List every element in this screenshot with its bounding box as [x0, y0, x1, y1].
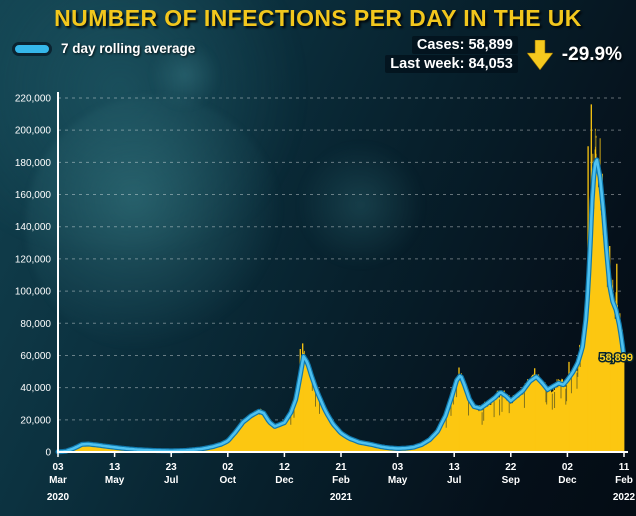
svg-text:02: 02: [222, 462, 234, 473]
svg-text:60,000: 60,000: [20, 351, 51, 362]
svg-text:2020: 2020: [47, 492, 70, 503]
svg-text:Sep: Sep: [502, 475, 520, 486]
svg-text:120,000: 120,000: [15, 254, 52, 265]
svg-text:Jul: Jul: [447, 475, 462, 486]
svg-text:200,000: 200,000: [15, 126, 52, 137]
svg-text:0: 0: [45, 448, 51, 459]
svg-text:20,000: 20,000: [20, 415, 51, 426]
svg-text:03: 03: [392, 462, 404, 473]
svg-text:100,000: 100,000: [15, 287, 52, 298]
legend-label: 7 day rolling average: [61, 41, 196, 56]
svg-text:13: 13: [449, 462, 461, 473]
svg-text:160,000: 160,000: [15, 190, 52, 201]
svg-text:180,000: 180,000: [15, 158, 52, 169]
svg-text:Feb: Feb: [615, 475, 633, 486]
svg-text:Mar: Mar: [49, 475, 67, 486]
svg-text:Dec: Dec: [275, 475, 294, 486]
page-title: NUMBER OF INFECTIONS PER DAY IN THE UK: [54, 5, 582, 31]
stat-rows: Cases: 58,899 Last week: 84,053: [385, 36, 518, 73]
svg-text:22: 22: [505, 462, 517, 473]
last-week-value: 84,053: [468, 56, 513, 72]
legend: 7 day rolling average: [12, 41, 195, 56]
cases-label: Cases:: [416, 37, 465, 53]
svg-text:2021: 2021: [330, 492, 353, 503]
svg-text:Oct: Oct: [219, 475, 236, 486]
svg-text:13: 13: [109, 462, 121, 473]
last-week-label: Last week:: [390, 56, 465, 72]
cases-value: 58,899: [468, 37, 513, 53]
svg-text:12: 12: [279, 462, 291, 473]
svg-text:Feb: Feb: [332, 475, 350, 486]
svg-text:58,899: 58,899: [599, 352, 633, 364]
last-week-row: Last week: 84,053: [385, 55, 518, 73]
svg-text:May: May: [388, 475, 408, 486]
svg-text:03: 03: [52, 462, 64, 473]
svg-text:Jul: Jul: [164, 475, 179, 486]
cases-row: Cases: 58,899: [411, 36, 518, 54]
svg-text:02: 02: [562, 462, 574, 473]
change-percent: -29.9%: [561, 43, 622, 65]
stats-panel: Cases: 58,899 Last week: 84,053 -29.9%: [385, 36, 622, 73]
svg-text:23: 23: [166, 462, 178, 473]
svg-text:Dec: Dec: [558, 475, 577, 486]
svg-text:80,000: 80,000: [20, 319, 51, 330]
svg-text:May: May: [105, 475, 125, 486]
svg-text:11: 11: [619, 462, 630, 473]
down-arrow-icon: [526, 39, 553, 70]
rolling-average-swatch-icon: [12, 41, 52, 56]
svg-text:2022: 2022: [613, 492, 636, 503]
svg-text:21: 21: [335, 462, 347, 473]
svg-text:40,000: 40,000: [20, 383, 51, 394]
svg-text:140,000: 140,000: [15, 222, 52, 233]
svg-text:220,000: 220,000: [15, 94, 52, 105]
